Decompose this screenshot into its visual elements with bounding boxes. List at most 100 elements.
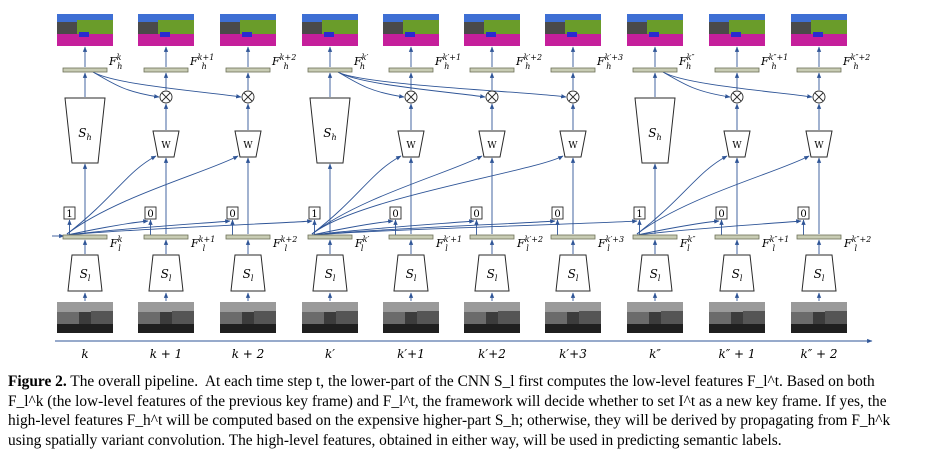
input-image-8 <box>627 302 683 333</box>
frame-8-low-net-label: Sl <box>650 267 661 283</box>
frame-7-decision-box <box>551 206 564 220</box>
frame-5-low-feature-bar <box>388 234 434 240</box>
input-image-9 <box>709 302 765 333</box>
input-image-sky <box>791 302 847 312</box>
input-image-trees <box>417 311 439 324</box>
input-image-road <box>220 324 276 333</box>
frame-8-low-net <box>637 254 673 292</box>
frame-3-weight-net-label: W <box>243 141 253 151</box>
seg-sky <box>545 14 601 22</box>
input-image-trees <box>743 311 765 324</box>
frame-2-high-feature-label: Fk+1 h <box>189 53 214 71</box>
frame-10-key-high-to-node <box>662 71 813 99</box>
frame-7-decision-value: 0 <box>554 209 560 220</box>
frame-2-key-high-to-node <box>92 71 160 99</box>
frame-3-high-feature-bar <box>225 67 271 73</box>
frame-4-low-net <box>312 254 348 292</box>
frame-7-key-high-to-node <box>337 71 567 99</box>
input-image-road <box>791 324 847 333</box>
frame-10-low-feature-label: Fk″+2 l <box>843 235 871 253</box>
frame-7-low-feature-label: Fk′+3 l <box>597 235 624 253</box>
frame-2-multiply-icon <box>161 92 171 102</box>
frame-10-key-low-to-decision <box>632 219 802 237</box>
frame-8-decision-box <box>633 206 646 220</box>
input-image-trees <box>172 311 194 324</box>
nodes <box>57 14 847 333</box>
input-image-10 <box>791 302 847 333</box>
frame-8-high-feature-bar <box>632 67 678 73</box>
seg-car <box>567 32 577 37</box>
seg-car <box>405 32 415 37</box>
frame-7-high-feature-label: Fk′+3 h <box>596 53 623 71</box>
seg-building <box>791 22 811 34</box>
caption-text-1: The overall pipeline. At each time step … <box>66 373 875 390</box>
frame-10-weight-net-label: W <box>814 141 824 151</box>
input-image-trees <box>825 311 847 324</box>
frame-1-low-feature-bar <box>62 234 108 240</box>
frame-4-high-net <box>309 97 351 164</box>
input-image-trees <box>91 311 113 324</box>
caption-label: Figure 2. <box>8 373 67 390</box>
frame-1-high-net <box>64 97 106 164</box>
frame-2-low-feature-bar <box>143 234 189 240</box>
frame-8-key-low-to-decision <box>307 219 638 237</box>
frame-7-time-label: k′+3 <box>559 347 587 361</box>
frame-1-decision-box <box>63 206 76 220</box>
seg-sky <box>627 14 683 22</box>
seg-vegetation <box>158 20 194 34</box>
input-image-5 <box>383 302 439 333</box>
frame-5-decision-box <box>389 206 402 220</box>
seg-building <box>383 22 403 34</box>
caption-line-2: F_l^k (the low-level features of the pre… <box>8 392 887 410</box>
frame-3-weight-net <box>234 130 262 158</box>
seg-sky <box>791 14 847 22</box>
segmentation-output-8 <box>627 14 683 46</box>
seg-sky <box>57 14 113 22</box>
segmentation-output-2 <box>138 14 194 46</box>
frame-2-decision-box <box>144 206 157 220</box>
frame-10-key-low-to-w <box>636 155 810 235</box>
frame-1-low-net <box>67 254 103 292</box>
frame-5-weight-net <box>397 130 425 158</box>
frame-7-multiply-icon <box>568 92 578 102</box>
input-image-7 <box>545 302 601 333</box>
input-image-6 <box>464 302 520 333</box>
frame-2-weight-net-label: W <box>161 141 171 151</box>
seg-vegetation <box>403 20 439 34</box>
frame-4-low-net-label: Sl <box>325 267 336 283</box>
frame-6-time-label: k′+2 <box>478 347 506 361</box>
frame-10-low-net <box>801 254 837 292</box>
frame-9-decision-box <box>715 206 728 220</box>
frame-7-low-feature-bar <box>550 234 596 240</box>
frame-7-weight-net <box>559 130 587 158</box>
frame-5-high-feature-bar <box>388 67 434 73</box>
frame-3-key-low-to-w <box>66 155 239 235</box>
input-image-building <box>627 312 649 324</box>
frame-2-key-low-to-w <box>66 155 157 235</box>
frame-1-decision-value: 1 <box>66 209 72 220</box>
input-image-trees <box>661 311 683 324</box>
frame-1-low-feature-label: Fk l <box>109 235 123 253</box>
frame-7-high-feature-bar <box>550 67 596 73</box>
frame-10-time-label: k″ + 2 <box>800 347 837 361</box>
frame-6-low-net-label: Sl <box>487 267 498 283</box>
input-image-sky <box>302 302 358 312</box>
frame-5-key-low-to-w <box>311 155 402 235</box>
figure-caption: Figure 2. The overall pipeline. At each … <box>8 372 918 450</box>
frame-1-high-feature-label: Fk h <box>108 53 122 71</box>
frame-7-weight-net-label: W <box>568 141 578 151</box>
frame-5-decision-value: 0 <box>392 209 398 220</box>
input-image-road <box>302 324 358 333</box>
frame-9-time-label: k″ + 1 <box>718 347 755 361</box>
seg-car <box>160 32 170 37</box>
frame-2-high-feature-bar <box>143 67 189 73</box>
frame-9-key-low-to-w <box>636 155 728 235</box>
frame-5-multiply-icon <box>406 92 416 102</box>
frame-2-decision-value: 0 <box>147 209 153 220</box>
seg-building <box>545 22 565 34</box>
segmentation-output-5 <box>383 14 439 46</box>
input-image-building <box>383 312 405 324</box>
frame-9-low-net-label: Sl <box>732 267 743 283</box>
frame-5-weight-net-label: W <box>406 141 416 151</box>
frame-3-key-high-to-node <box>92 71 242 99</box>
